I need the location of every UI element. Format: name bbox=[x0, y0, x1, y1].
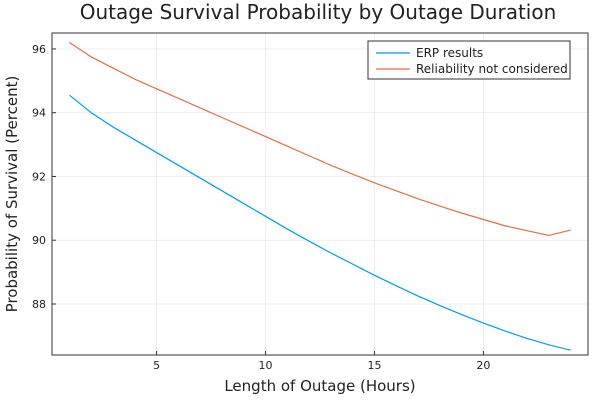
y-tick-label: 90 bbox=[32, 234, 46, 247]
legend-label-reliability: Reliability not considered bbox=[416, 62, 568, 76]
x-axis-title: Length of Outage (Hours) bbox=[224, 377, 415, 395]
x-tick-label: 20 bbox=[476, 359, 490, 372]
grid-lines bbox=[52, 33, 588, 355]
legend-box bbox=[367, 40, 571, 80]
series-line-erp bbox=[69, 94, 571, 351]
x-tick-label: 10 bbox=[259, 359, 273, 372]
y-tick-label: 92 bbox=[32, 170, 46, 183]
y-tick-label: 96 bbox=[32, 43, 46, 56]
x-tick-label: 15 bbox=[367, 359, 381, 372]
axis-ticks: 5 10 15 20 88 90 92 94 96 bbox=[32, 43, 490, 372]
legend-label-erp: ERP results bbox=[416, 46, 483, 60]
y-tick-label: 94 bbox=[32, 107, 46, 120]
plot-area-frame bbox=[51, 32, 589, 356]
chart-title: Outage Survival Probability by Outage Du… bbox=[80, 0, 557, 24]
y-axis-title: Probability of Survival (Percent) bbox=[3, 76, 21, 313]
series-line-reliability bbox=[69, 42, 571, 237]
legend: ERP results Reliability not considered bbox=[367, 40, 571, 80]
series-lines bbox=[69, 42, 571, 351]
x-tick-label: 5 bbox=[153, 359, 160, 372]
y-tick-label: 88 bbox=[32, 298, 46, 311]
